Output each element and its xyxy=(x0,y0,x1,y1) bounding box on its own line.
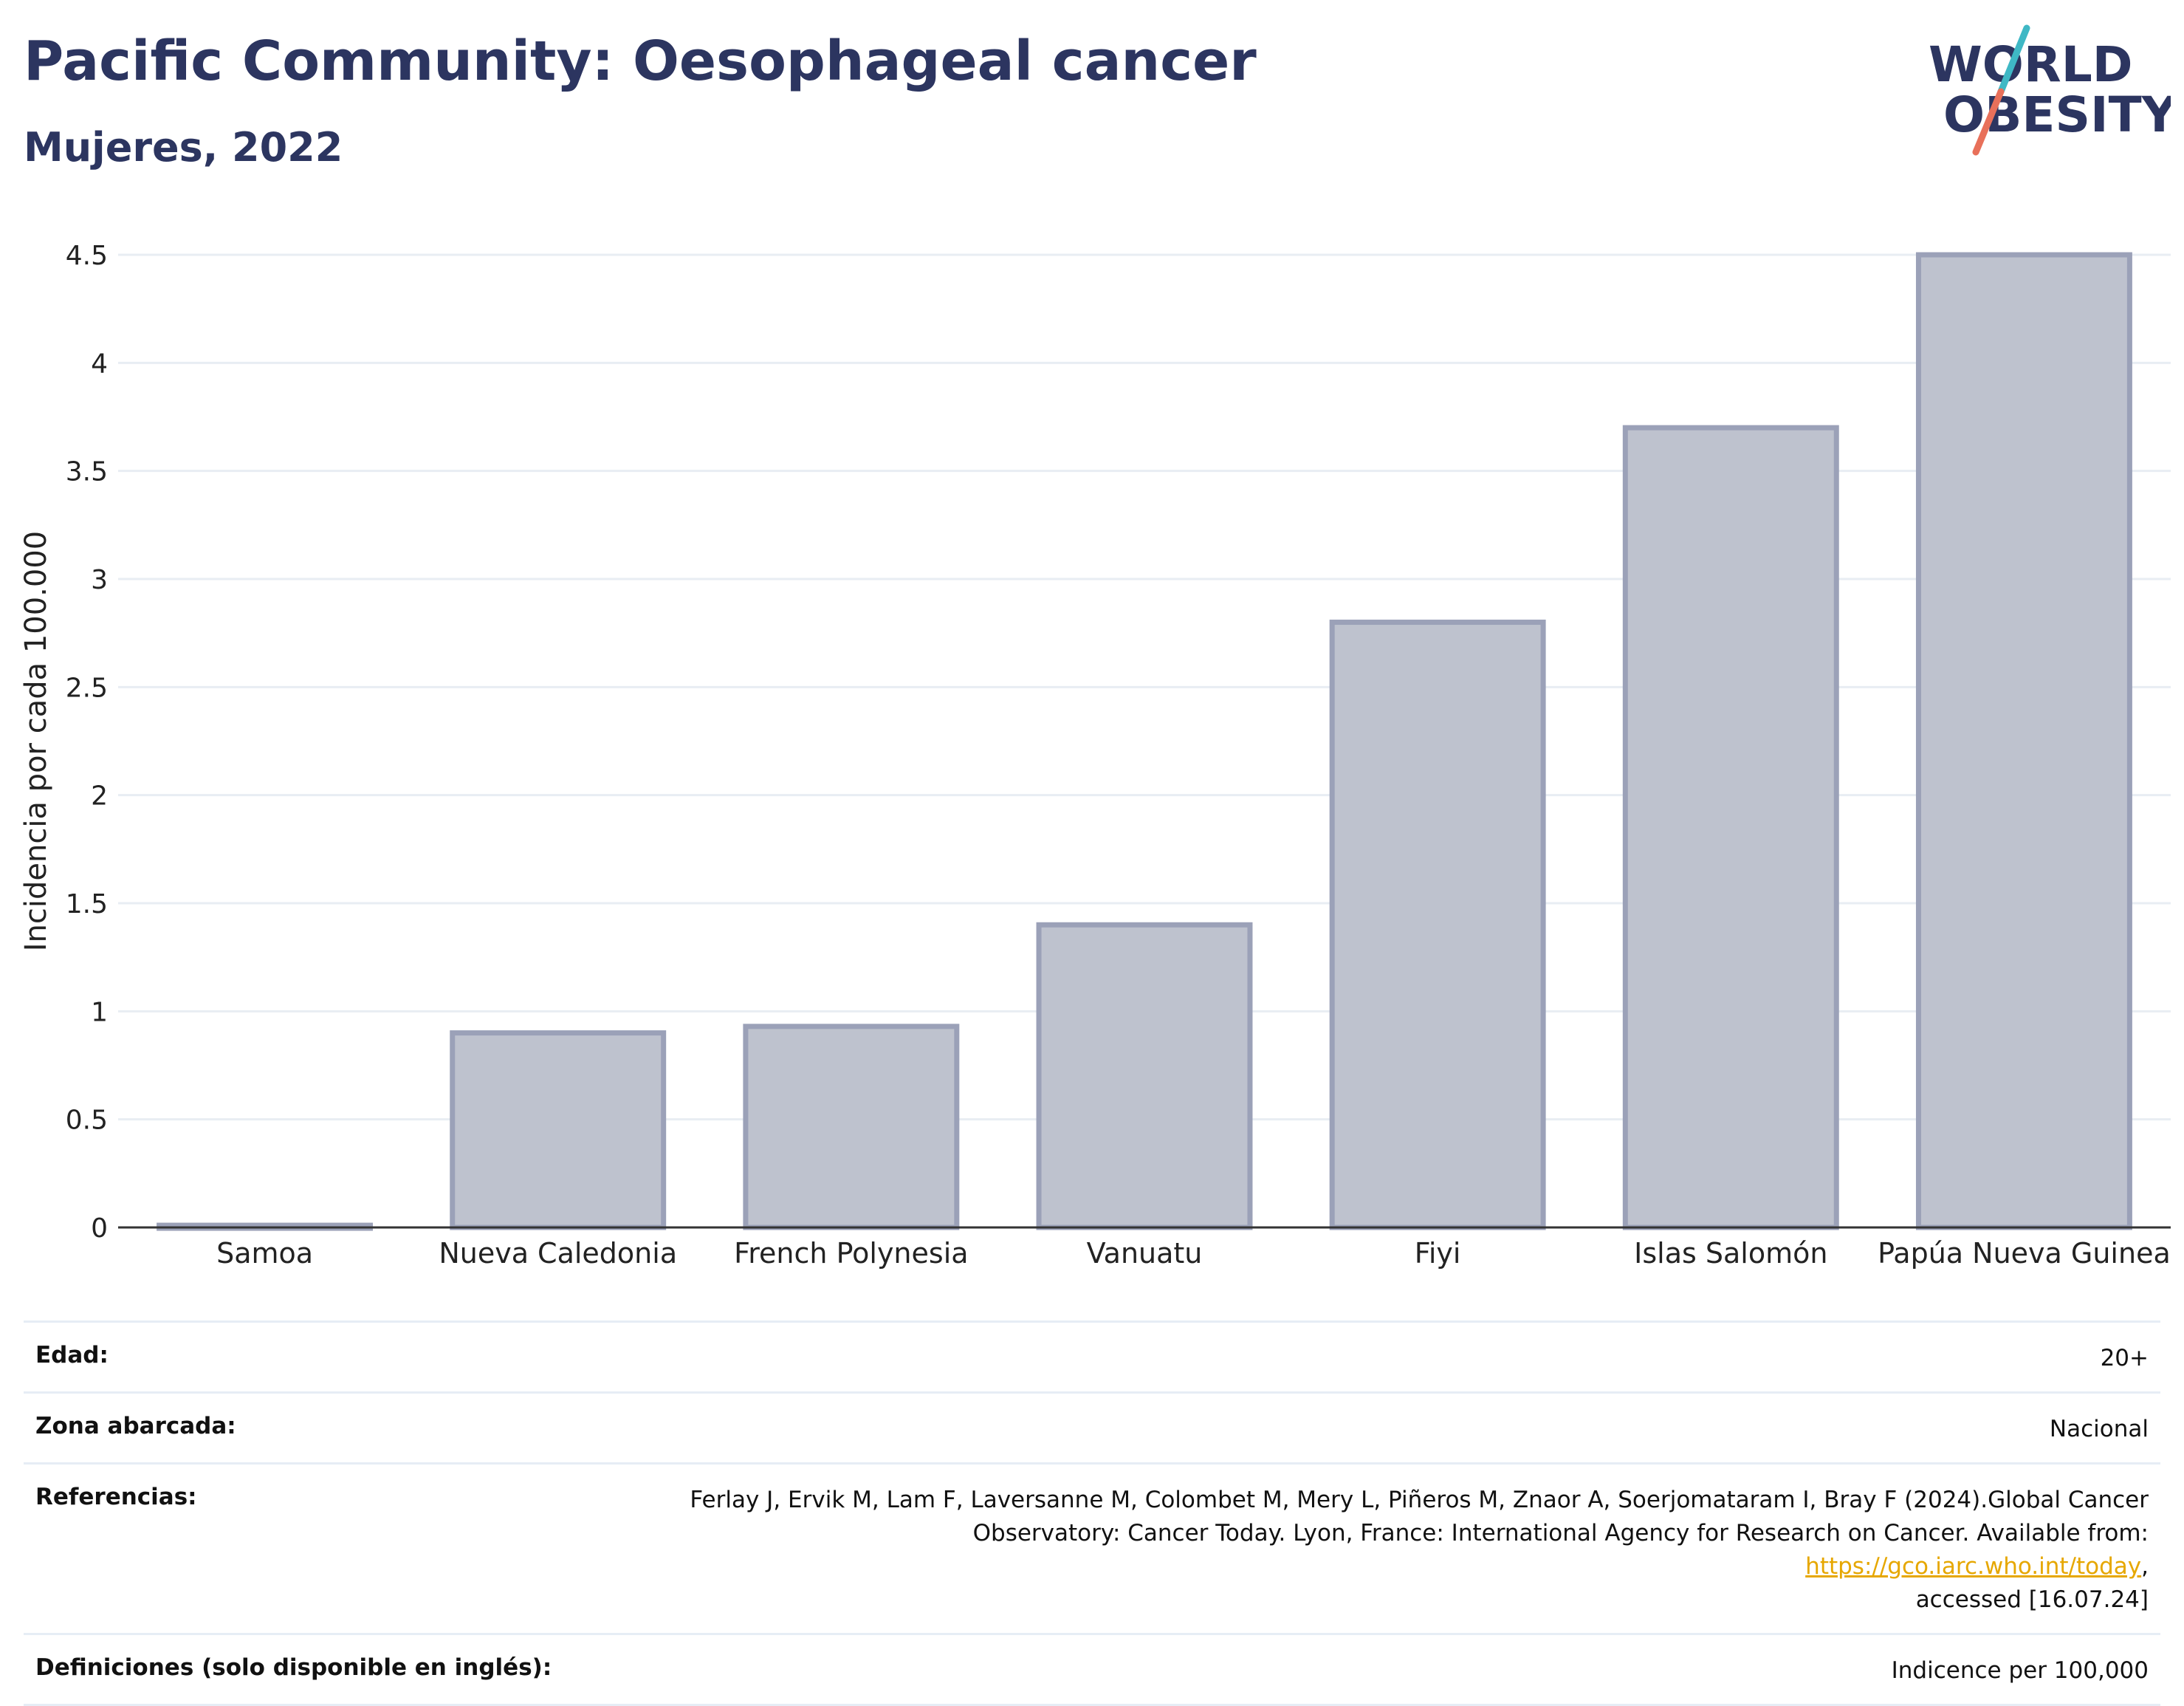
reference-line-1: Ferlay J, Ervik M, Lam F, Laversanne M, … xyxy=(690,1486,2149,1513)
y-tick-label: 4.5 xyxy=(66,241,108,271)
bars xyxy=(157,252,2132,1231)
bar[interactable] xyxy=(1329,620,1546,1230)
bar[interactable] xyxy=(1036,922,1253,1230)
meta-value-age: 20+ xyxy=(2100,1345,2149,1371)
meta-label-references: Referencias: xyxy=(35,1483,197,1510)
meta-row-age: Edad: 20+ xyxy=(24,1320,2160,1391)
meta-row-area: Zona abarcada: Nacional xyxy=(24,1391,2160,1462)
metadata-table: Edad: 20+ Zona abarcada: Nacional Refere… xyxy=(24,1320,2160,1706)
x-tick-label: Samoa xyxy=(216,1237,313,1270)
chart-title: Pacific Community: Oesophageal cancer xyxy=(24,30,1257,93)
logo-slash-bottom xyxy=(1972,88,2005,156)
chart-subtitle: Mujeres, 2022 xyxy=(24,124,343,171)
y-tick-label: 1.5 xyxy=(66,889,108,919)
bar[interactable] xyxy=(450,1030,667,1230)
meta-label-definitions: Definiciones (solo disponible en inglés)… xyxy=(35,1654,552,1681)
x-tick-labels: Samoa Nueva Caledonia French Polynesia Vanu… xyxy=(216,1237,2171,1270)
bar[interactable] xyxy=(1622,425,1839,1230)
bar-chart: 0 0.5 1 1.5 2 2.5 3 3.5 4 4.5 Samoa Nueva Caledoni… xyxy=(19,241,2171,1270)
meta-value-area: Nacional xyxy=(2049,1415,2149,1442)
bar[interactable] xyxy=(1915,252,2132,1230)
y-axis-label: Incidencia por cada 100.000 xyxy=(19,531,53,952)
logo-slash-top xyxy=(1997,24,2030,95)
y-tick-label: 2 xyxy=(91,781,108,812)
meta-row-definitions: Definiciones (solo disponible en inglés)… xyxy=(24,1632,2160,1706)
y-tick-label: 1 xyxy=(91,997,108,1027)
reference-link[interactable]: https://gco.iarc.who.int/today xyxy=(1805,1552,2142,1580)
meta-label-age: Edad: xyxy=(35,1342,109,1368)
meta-value-references: Ferlay J, Ervik M, Lam F, Laversanne M, … xyxy=(635,1484,2149,1617)
reference-line-2-end: , xyxy=(2141,1552,2149,1580)
meta-value-definitions: Indicence per 100,000 xyxy=(1891,1657,2149,1684)
logo-word-world: WORLD xyxy=(1929,36,2133,93)
meta-row-references: Referencias: Ferlay J, Ervik M, Lam F, L… xyxy=(24,1462,2160,1633)
world-obesity-logo: WORLD OBESITY xyxy=(1929,24,2171,156)
x-tick-label: Papúa Nueva Guinea xyxy=(1878,1237,2171,1270)
y-tick-label: 3 xyxy=(91,565,108,595)
y-tick-label: 2.5 xyxy=(66,673,108,703)
y-tick-label: 4 xyxy=(91,349,108,379)
x-tick-label: Fiyi xyxy=(1415,1237,1461,1270)
meta-label-area: Zona abarcada: xyxy=(35,1412,236,1439)
y-tick-labels: 0 0.5 1 1.5 2 2.5 3 3.5 4 4.5 xyxy=(66,241,108,1244)
reference-line-3: accessed [16.07.24] xyxy=(1915,1586,2149,1613)
y-tick-label: 3.5 xyxy=(66,457,108,487)
x-tick-label: Islas Salomón xyxy=(1634,1237,1827,1270)
x-tick-label: Nueva Caledonia xyxy=(439,1237,677,1270)
x-tick-label: French Polynesia xyxy=(734,1237,968,1270)
reference-line-2: Observatory: Cancer Today. Lyon, France:… xyxy=(972,1519,2149,1546)
bar[interactable] xyxy=(743,1024,960,1230)
x-tick-label: Vanuatu xyxy=(1087,1237,1203,1270)
y-tick-label: 0.5 xyxy=(66,1106,108,1136)
y-tick-label: 0 xyxy=(91,1213,108,1244)
